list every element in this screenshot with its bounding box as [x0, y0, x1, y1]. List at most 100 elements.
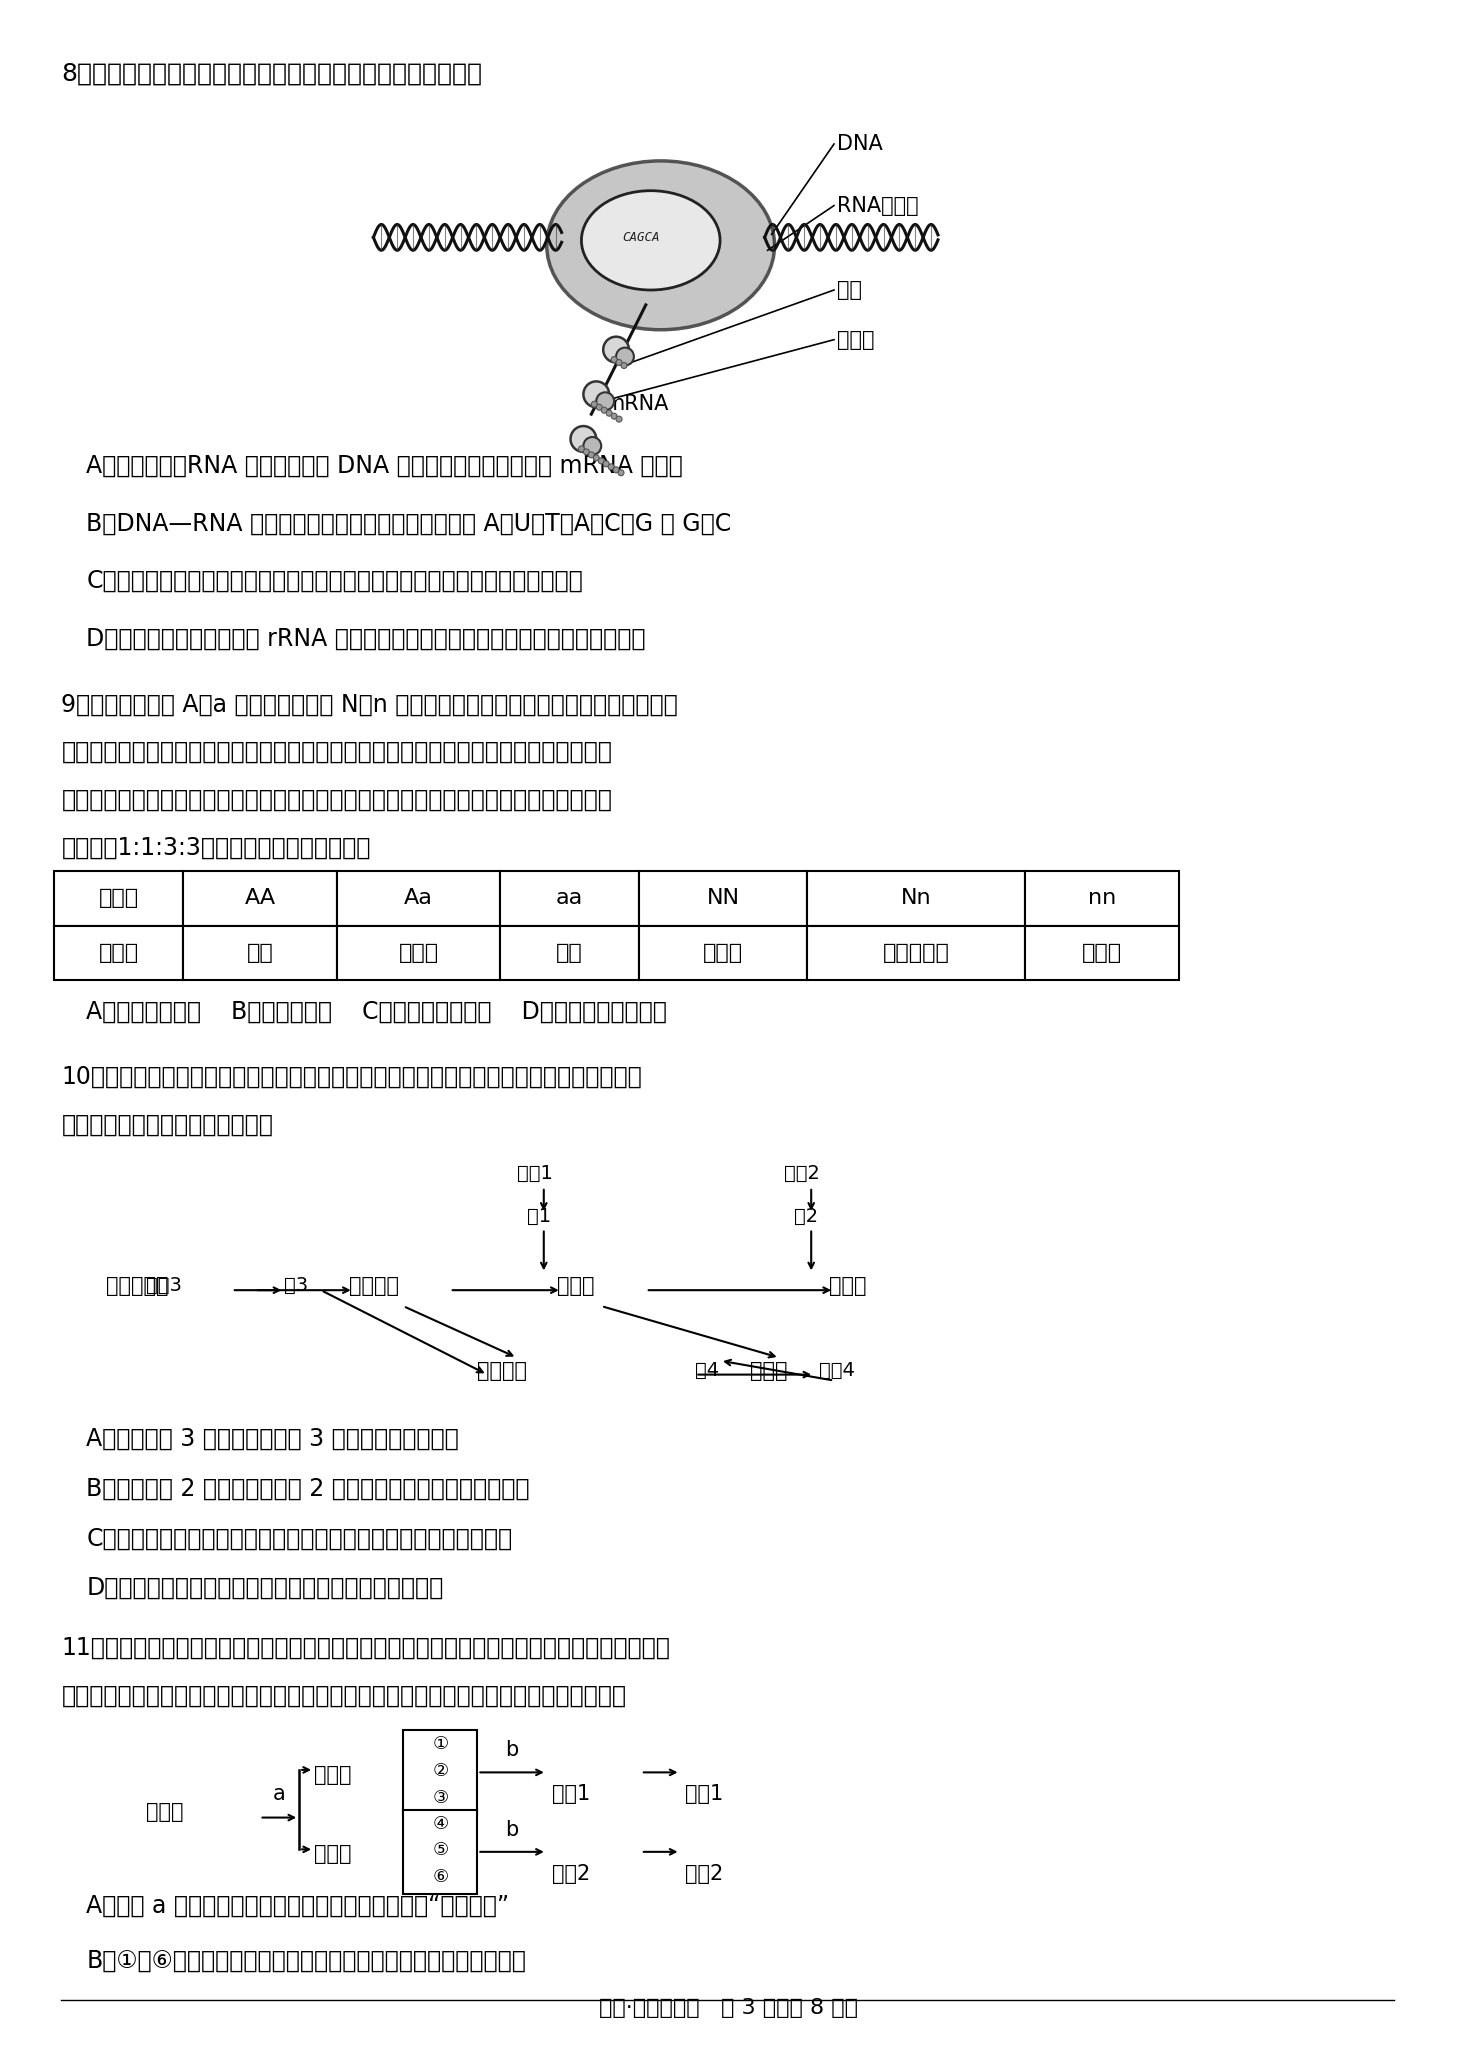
Ellipse shape: [546, 162, 775, 330]
Text: 中间型花瓣: 中间型花瓣: [883, 944, 950, 962]
Text: 酶2: 酶2: [794, 1208, 819, 1226]
Text: 品系2: 品系2: [552, 1863, 590, 1883]
Circle shape: [602, 407, 608, 413]
Text: ①: ①: [433, 1736, 449, 1752]
Text: C．由图可知，该生物在基因表达的过程中，转录尚未完成即可进行翻译的过程: C．由图可知，该生物在基因表达的过程中，转录尚未完成即可进行翻译的过程: [86, 569, 583, 594]
Text: A．粉红色窄花瓣    B．红色窄花瓣    C．白色中间型花瓣    D．粉红色中间型花瓣: A．粉红色窄花瓣 B．红色窄花瓣 C．白色中间型花瓣 D．粉红色中间型花瓣: [86, 1001, 667, 1024]
Bar: [1026, 925, 1179, 981]
Text: B．DNA—RNA 杂合双链区中碟基互补配对的方式是 A－U、T－A、C－G 和 G－C: B．DNA—RNA 杂合双链区中碟基互补配对的方式是 A－U、T－A、C－G 和…: [86, 512, 731, 536]
Circle shape: [621, 362, 627, 368]
Bar: [807, 925, 1026, 981]
Text: 表，已知两对基因在非同源染色体上。某植株与白色宽花瓣植株杂交得到子代，子代测交: 表，已知两对基因在非同源染色体上。某植株与白色宽花瓣植株杂交得到子代，子代测交: [61, 739, 612, 764]
Bar: [807, 872, 1026, 925]
Bar: [1026, 872, 1179, 925]
Text: 苯丙氨酸: 苯丙氨酸: [348, 1275, 399, 1296]
Text: A．过程 a 指的是在物种形成过程中发挥重要作用的“地理隔离”: A．过程 a 指的是在物种形成过程中发挥重要作用的“地理隔离”: [86, 1893, 510, 1918]
Circle shape: [603, 336, 629, 362]
Circle shape: [583, 448, 589, 454]
Text: 食物蛋白质: 食物蛋白质: [106, 1275, 169, 1296]
Circle shape: [589, 452, 594, 459]
Circle shape: [616, 416, 622, 422]
Text: 宽花瓣＝1:1:3:3。该植株的表现型最可能是: 宽花瓣＝1:1:3:3。该植株的表现型最可能是: [61, 835, 370, 860]
Text: C．这些基因通过控制酶的合成来控制代谢过程，从而控制生物性状: C．这些基因通过控制酶的合成来控制代谢过程，从而控制生物性状: [86, 1527, 513, 1550]
Bar: [638, 925, 807, 981]
Text: 基因型: 基因型: [99, 888, 138, 909]
Text: 物种1: 物种1: [685, 1785, 724, 1803]
Text: 种群甲: 种群甲: [315, 1765, 351, 1785]
Text: ⑤: ⑤: [433, 1842, 449, 1859]
Text: 基因1: 基因1: [517, 1165, 552, 1183]
Bar: [184, 925, 337, 981]
Text: 高一·生物学试题   第 3 页（共 8 页）: 高一·生物学试题 第 3 页（共 8 页）: [599, 1998, 858, 2018]
Text: 8．下图是某生物基因表达过程示意图，下列有关叙述错误的是: 8．下图是某生物基因表达过程示意图，下列有关叙述错误的是: [61, 61, 482, 86]
Circle shape: [608, 465, 613, 469]
Circle shape: [616, 348, 634, 366]
Text: 表现型: 表现型: [99, 944, 138, 962]
Circle shape: [606, 409, 612, 416]
Text: 酶3: 酶3: [284, 1275, 309, 1296]
Text: 一些代谢途径，据图分析错误的是: 一些代谢途径，据图分析错误的是: [61, 1112, 274, 1136]
Text: 所得后代表现型及其比例为：粉红色中间型花瓣：粉红色宽花瓣：白色中间型花瓣：白色: 所得后代表现型及其比例为：粉红色中间型花瓣：粉红色宽花瓣：白色中间型花瓣：白色: [61, 788, 612, 811]
Text: ⑥: ⑥: [433, 1869, 449, 1885]
Circle shape: [583, 381, 609, 407]
Text: 11．有学者曾假想如下情境研究隔离在物种形成中的作用：大约一万年前，某大峡谷中的松鼠被: 11．有学者曾假想如下情境研究隔离在物种形成中的作用：大约一万年前，某大峡谷中的…: [61, 1636, 670, 1660]
Text: ②: ②: [433, 1762, 449, 1781]
Text: NN: NN: [707, 888, 740, 909]
Text: ④: ④: [433, 1814, 449, 1832]
Text: 多巴胺: 多巴胺: [750, 1361, 787, 1380]
Text: 9．某种植物基因 A、a 控制花色，基因 N、n 控制花瓣形状，其基因型和表现型的关系如下: 9．某种植物基因 A、a 控制花色，基因 N、n 控制花瓣形状，其基因型和表现型…: [61, 692, 678, 716]
Text: Aa: Aa: [404, 888, 433, 909]
Circle shape: [571, 426, 596, 452]
Circle shape: [610, 413, 618, 420]
Bar: [638, 872, 807, 925]
Text: aa: aa: [557, 888, 583, 909]
Bar: [404, 1730, 478, 1814]
Text: 基因3: 基因3: [146, 1275, 182, 1296]
Circle shape: [610, 356, 618, 362]
Text: CAGCA: CAGCA: [622, 231, 660, 244]
Text: A．该过程中，RNA 聚合酶既能使 DNA 双螺旋解开，又能够进行 mRNA 的合成: A．该过程中，RNA 聚合酶既能使 DNA 双螺旋解开，又能够进行 mRNA 的…: [86, 454, 683, 477]
Circle shape: [613, 467, 619, 473]
Text: 红色: 红色: [246, 944, 274, 962]
Bar: [184, 872, 337, 925]
Circle shape: [616, 360, 622, 366]
Text: 物种2: 物种2: [685, 1863, 724, 1883]
Text: 白色: 白色: [557, 944, 583, 962]
Text: 粉红色: 粉红色: [398, 944, 439, 962]
Circle shape: [593, 454, 599, 461]
Text: ③: ③: [433, 1789, 449, 1808]
Circle shape: [583, 436, 602, 454]
Circle shape: [592, 401, 597, 407]
Text: 酶4: 酶4: [695, 1361, 720, 1380]
Circle shape: [596, 403, 602, 409]
Circle shape: [578, 446, 584, 452]
Text: 黑色素: 黑色素: [829, 1275, 867, 1296]
Bar: [500, 925, 638, 981]
Text: 酪氨酸: 酪氨酸: [557, 1275, 594, 1296]
Text: 基因2: 基因2: [784, 1165, 820, 1183]
Text: D．图中的核糖体组成成分 rRNA 可以携带不同的氨基酸参与脱水缩合反应生成多肽: D．图中的核糖体组成成分 rRNA 可以携带不同的氨基酸参与脱水缩合反应生成多肽: [86, 626, 645, 651]
Text: RNA聚合酶: RNA聚合酶: [836, 197, 918, 215]
Text: 核糖体: 核糖体: [836, 330, 874, 350]
Ellipse shape: [581, 190, 720, 291]
Circle shape: [596, 393, 613, 409]
Text: 一条河流分隔成甲、乙两个种群，两个种群的演变过程如下图所示。下列有关叙述错误的是: 一条河流分隔成甲、乙两个种群，两个种群的演变过程如下图所示。下列有关叙述错误的是: [61, 1683, 627, 1707]
Bar: [500, 872, 638, 925]
Bar: [404, 1810, 478, 1893]
Circle shape: [618, 469, 624, 475]
Text: 原种群: 原种群: [146, 1801, 184, 1822]
Text: a: a: [272, 1783, 286, 1803]
Text: D．由苯丙氨酸合成多巴胺的过程受多对等位基因的控制: D．由苯丙氨酸合成多巴胺的过程受多对等位基因的控制: [86, 1576, 443, 1601]
Text: 品系1: 品系1: [552, 1785, 590, 1803]
Bar: [54, 872, 184, 925]
Text: 10．在人群中，多种遗传病是由人体内苯丙氨酸的代谢缺陷所致，下图是与苯丙氨酸有关的: 10．在人群中，多种遗传病是由人体内苯丙氨酸的代谢缺陷所致，下图是与苯丙氨酸有关…: [61, 1064, 643, 1089]
Circle shape: [603, 461, 609, 467]
Text: 基因4: 基因4: [819, 1361, 855, 1380]
Text: 宽花瓣: 宽花瓣: [1083, 944, 1122, 962]
Text: 种群乙: 种群乙: [315, 1844, 351, 1865]
Text: DNA: DNA: [836, 133, 883, 154]
Text: b: b: [506, 1820, 519, 1840]
Text: 窄花瓣: 窄花瓣: [702, 944, 743, 962]
Text: AA: AA: [245, 888, 275, 909]
Circle shape: [599, 459, 605, 465]
